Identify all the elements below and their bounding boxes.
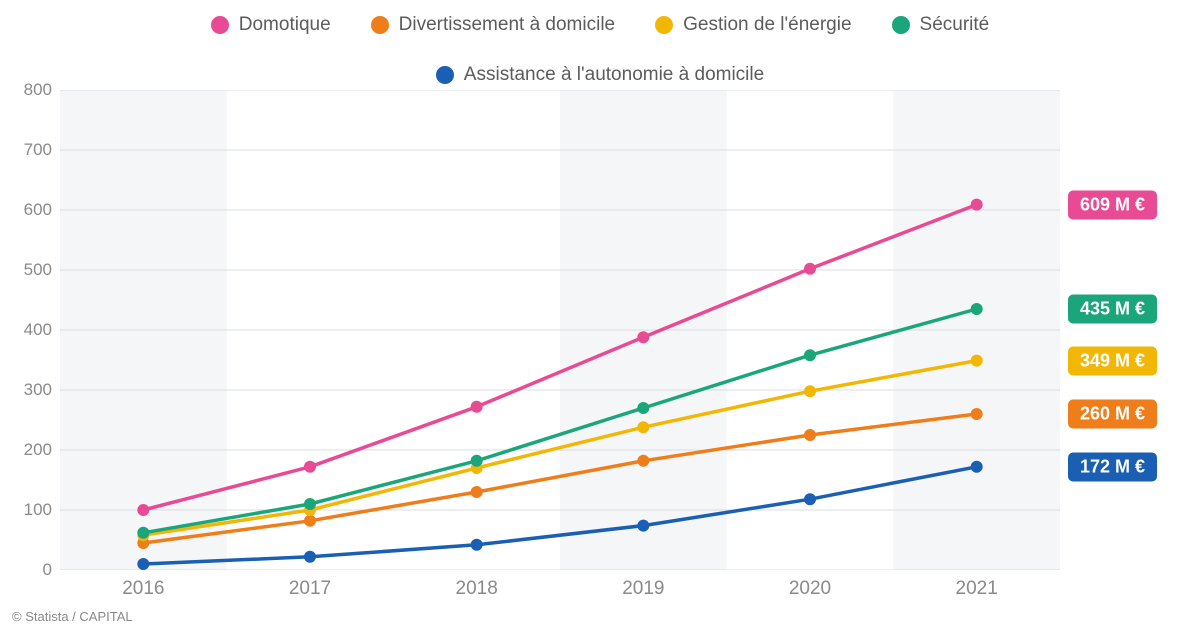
series-end-label-domotique: 609 M € (1068, 190, 1157, 219)
x-tick-label: 2021 (956, 578, 998, 600)
series-end-label-energie: 349 M € (1068, 346, 1157, 375)
series-end-label-divertissement: 260 M € (1068, 400, 1157, 429)
legend-swatch-icon (892, 16, 910, 34)
legend-label: Gestion de l'énergie (683, 14, 851, 36)
x-tick-label: 2018 (456, 578, 498, 600)
y-tick-label: 600 (0, 200, 52, 220)
legend-swatch-icon (655, 16, 673, 34)
y-tick-label: 500 (0, 260, 52, 280)
x-tick-label: 2017 (289, 578, 331, 600)
legend-item-assistance: Assistance à l'autonomie à domicile (436, 64, 764, 86)
legend-swatch-icon (371, 16, 389, 34)
y-tick-label: 300 (0, 380, 52, 400)
x-tick-label: 2020 (789, 578, 831, 600)
legend-label: Domotique (239, 14, 331, 36)
chart-container: Domotique Divertissement à domicile Gestio… (0, 0, 1200, 630)
chart-svg (60, 90, 1060, 570)
credit-text: © Statista / CAPITAL (12, 609, 133, 624)
y-tick-label: 400 (0, 320, 52, 340)
legend-label: Sécurité (920, 14, 990, 36)
legend-label: Assistance à l'autonomie à domicile (464, 64, 764, 86)
legend: Domotique Divertissement à domicile Gestio… (0, 10, 1200, 86)
x-tick-label: 2019 (622, 578, 664, 600)
legend-swatch-icon (211, 16, 229, 34)
legend-item-divertissement: Divertissement à domicile (371, 14, 615, 36)
y-tick-label: 800 (0, 80, 52, 100)
plot-area (60, 90, 1060, 570)
legend-item-energie: Gestion de l'énergie (655, 14, 851, 36)
y-tick-label: 0 (0, 560, 52, 580)
legend-item-domotique: Domotique (211, 14, 331, 36)
legend-item-securite: Sécurité (892, 14, 990, 36)
y-tick-label: 700 (0, 140, 52, 160)
legend-swatch-icon (436, 66, 454, 84)
series-end-label-securite: 435 M € (1068, 295, 1157, 324)
x-tick-label: 2016 (122, 578, 164, 600)
series-end-label-assistance: 172 M € (1068, 452, 1157, 481)
y-tick-label: 100 (0, 500, 52, 520)
y-tick-label: 200 (0, 440, 52, 460)
legend-label: Divertissement à domicile (399, 14, 615, 36)
